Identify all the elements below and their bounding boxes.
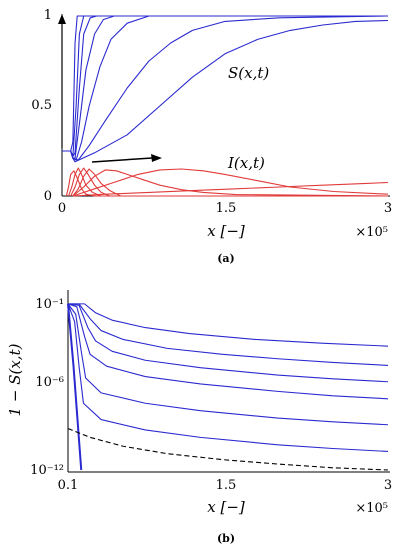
panel-b-solid-curve-0 xyxy=(67,303,83,471)
panel-a-x-tick-1: 1.5 xyxy=(216,201,237,216)
panel-a-y-tick-2: 1 xyxy=(44,8,52,23)
panel-b-series xyxy=(67,303,389,471)
panel-a-I-curve-12 xyxy=(72,168,389,197)
panel-a-y-tick-0: 0 xyxy=(44,189,52,204)
panel-a-S-curve-6 xyxy=(62,19,389,163)
panel-b-solid-curve-1 xyxy=(68,303,389,347)
panel-a-up-arrow-head xyxy=(58,14,66,24)
panel-a-S-curve-0 xyxy=(62,15,388,152)
panel-a: 0 1.5 3 0 0.5 1 x [−] ×10⁵ S(x,t) I(x,t)… xyxy=(31,8,392,265)
panel-b-x-label: x [−] xyxy=(207,498,245,516)
panel-b-x-tick-1: 1.5 xyxy=(216,478,237,493)
panel-a-x-tick-0: 0 xyxy=(58,201,66,216)
panel-a-right-arrow-shaft xyxy=(91,157,153,163)
panel-b-solid-curve-6 xyxy=(67,303,389,453)
panel-a-S-curve-5 xyxy=(62,15,389,161)
panel-a-series xyxy=(62,15,389,197)
panel-b-solid-curve-5 xyxy=(67,303,389,426)
panel-b-y-label: 1 − S(x,t) xyxy=(6,343,24,416)
panel-a-S-curve-2 xyxy=(62,15,388,157)
panel-b-caption: (b) xyxy=(217,532,235,545)
panel-a-annotation-s: S(x,t) xyxy=(228,64,269,82)
panel-b-dashed-curve-7 xyxy=(67,427,389,471)
panel-a-right-arrow-head xyxy=(151,154,162,162)
panel-b: 0.1 1.5 3 10⁻¹² 10⁻⁶ 10⁻¹ x [−] ×10⁵ 1 −… xyxy=(6,290,392,545)
panel-b-x-scale: ×10⁵ xyxy=(355,501,388,516)
panel-b-y-tick-0: 10⁻¹² xyxy=(30,463,64,478)
panel-a-x-tick-2: 3 xyxy=(384,201,392,216)
panel-a-I-curve-13 xyxy=(72,181,389,197)
panel-a-S-curve-4 xyxy=(62,15,388,161)
panel-b-y-tick-2: 10⁻¹ xyxy=(35,297,64,312)
panel-a-I-curve-9 xyxy=(70,167,388,197)
panel-b-solid-curve-2 xyxy=(68,303,389,366)
panel-b-x-tick-2: 3 xyxy=(384,478,392,493)
panel-b-solid-curve-4 xyxy=(67,303,389,400)
panel-a-x-scale: ×10⁵ xyxy=(355,225,388,240)
panel-a-S-curve-1 xyxy=(62,15,388,157)
panel-a-I-curve-11 xyxy=(72,169,389,197)
panel-a-S-curve-3 xyxy=(62,15,388,159)
panel-a-caption: (a) xyxy=(217,252,235,265)
panel-a-y-tick-1: 0.5 xyxy=(31,98,52,113)
panel-b-solid-curve-3 xyxy=(67,303,389,383)
panel-b-y-tick-1: 10⁻⁶ xyxy=(35,375,64,390)
panel-b-x-tick-0: 0.1 xyxy=(58,478,79,493)
panel-a-annotation-i: I(x,t) xyxy=(227,154,265,172)
panel-a-x-label: x [−] xyxy=(207,222,245,240)
